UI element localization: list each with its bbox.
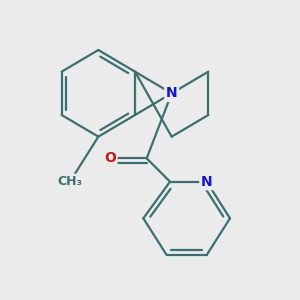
Text: O: O (104, 151, 116, 165)
Text: N: N (166, 86, 178, 100)
Text: N: N (201, 175, 212, 189)
Text: CH₃: CH₃ (58, 175, 82, 188)
